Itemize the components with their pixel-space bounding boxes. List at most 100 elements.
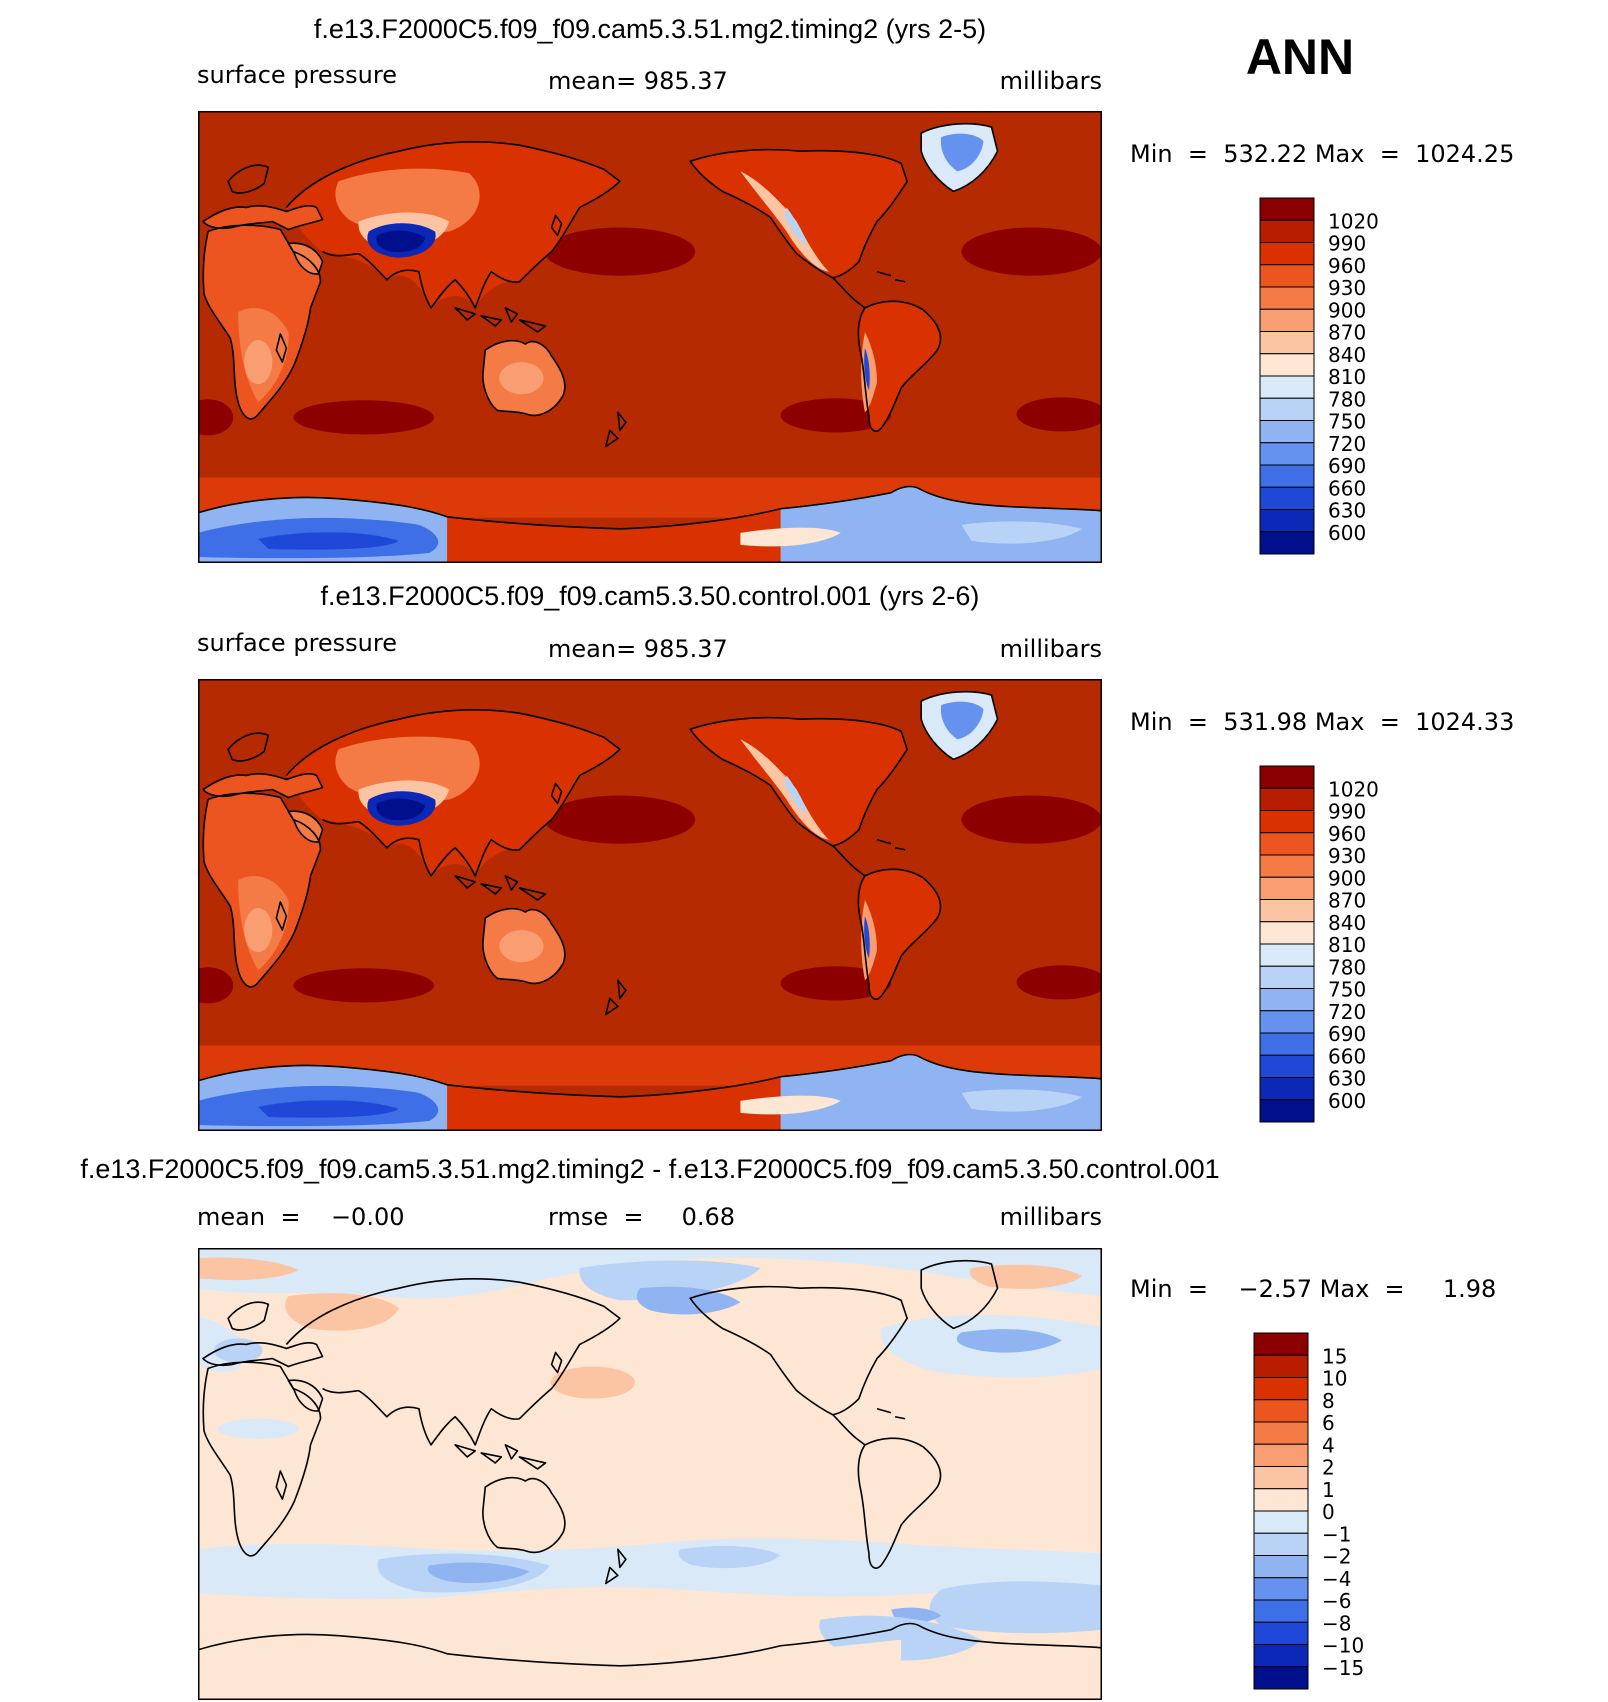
panel-diff: f.e13.F2000C5.f09_f09.cam5.3.51.mg2.timi… xyxy=(80,1154,1496,1700)
units-label: millibars xyxy=(1000,635,1102,663)
colorbar-tick-label: 840 xyxy=(1328,343,1366,367)
panel-title: f.e13.F2000C5.f09_f09.cam5.3.50.control.… xyxy=(321,581,980,611)
colorbar-tick-label: 990 xyxy=(1328,232,1366,256)
colorbar-swatch xyxy=(1259,787,1315,811)
mean-label: mean= 985.37 xyxy=(548,635,728,663)
colorbar-tick-label: 600 xyxy=(1328,521,1366,545)
colorbar-tick-label: −1 xyxy=(1322,1522,1351,1546)
season-label: ANN xyxy=(1246,29,1354,85)
colorbar-tick-label: 930 xyxy=(1328,844,1366,868)
colorbar-swatch xyxy=(1253,1332,1309,1356)
colorbar-tick-label: 780 xyxy=(1328,955,1366,979)
colorbar-test: 1020990960930900870840810780750720690660… xyxy=(1259,197,1379,555)
colorbar-tick-label: 960 xyxy=(1328,822,1366,846)
colorbar-tick-label: 690 xyxy=(1328,454,1366,478)
colorbar-swatch xyxy=(1259,832,1315,856)
panel-test: f.e13.F2000C5.f09_f09.cam5.3.51.mg2.timi… xyxy=(197,14,1514,563)
mean-label: mean = −0.00 xyxy=(197,1203,405,1231)
colorbar-tick-label: 0 xyxy=(1322,1500,1335,1524)
colorbar-swatch xyxy=(1259,264,1315,288)
colorbar-tick-label: 960 xyxy=(1328,254,1366,278)
colorbar-tick-label: 600 xyxy=(1328,1089,1366,1113)
colorbar-swatch xyxy=(1259,854,1315,878)
colorbar-swatch xyxy=(1259,1099,1315,1123)
colorbar-tick-label: −10 xyxy=(1322,1634,1364,1658)
colorbar-tick-label: 780 xyxy=(1328,387,1366,411)
colorbar-tick-label: 900 xyxy=(1328,298,1366,322)
colorbar-tick-label: 990 xyxy=(1328,800,1366,824)
colorbar-tick-label: 930 xyxy=(1328,276,1366,300)
colorbar-swatch xyxy=(1253,1555,1309,1579)
colorbar-tick-label: 660 xyxy=(1328,476,1366,500)
colorbar-swatch xyxy=(1259,965,1315,989)
colorbar-swatch xyxy=(1259,899,1315,923)
colorbar-swatch xyxy=(1259,442,1315,466)
colorbar-tick-label: 870 xyxy=(1328,321,1366,345)
colorbar-swatch xyxy=(1259,375,1315,399)
colorbar-swatch xyxy=(1259,464,1315,488)
min-max-label: Min = −2.57 Max = 1.98 xyxy=(1130,1275,1496,1303)
colorbar-tick-label: 870 xyxy=(1328,889,1366,913)
colorbar-swatch xyxy=(1259,921,1315,945)
colorbar-swatch xyxy=(1259,1032,1315,1056)
colorbar-swatch xyxy=(1259,486,1315,510)
colorbar-control: 1020990960930900870840810780750720690660… xyxy=(1259,765,1379,1123)
colorbar-swatch xyxy=(1259,988,1315,1012)
colorbar-tick-label: 720 xyxy=(1328,432,1366,456)
colorbar-swatch xyxy=(1259,810,1315,834)
mean-label: mean= 985.37 xyxy=(548,67,728,95)
colorbar-swatch xyxy=(1259,197,1315,221)
colorbar-swatch xyxy=(1259,1010,1315,1034)
colorbar-tick-label: 1 xyxy=(1322,1478,1335,1502)
units-label: millibars xyxy=(1000,1203,1102,1231)
panel-control: f.e13.F2000C5.f09_f09.cam5.3.50.control.… xyxy=(197,581,1514,1131)
colorbar-tick-label: 810 xyxy=(1328,933,1366,957)
colorbar-swatch xyxy=(1253,1377,1309,1401)
colorbar-tick-label: 2 xyxy=(1322,1456,1335,1480)
colorbar-swatch xyxy=(1259,308,1315,332)
colorbar-tick-label: 1020 xyxy=(1328,209,1379,233)
colorbar-tick-label: 6 xyxy=(1322,1411,1335,1435)
colorbar-tick-label: 750 xyxy=(1328,978,1366,1002)
colorbar-swatch xyxy=(1253,1443,1309,1467)
colorbar-swatch xyxy=(1259,531,1315,555)
variable-label: surface pressure xyxy=(197,61,397,89)
colorbar-tick-label: 630 xyxy=(1328,499,1366,523)
colorbar-tick-label: 690 xyxy=(1328,1022,1366,1046)
colorbar-tick-label: −2 xyxy=(1322,1545,1351,1569)
units-label: millibars xyxy=(1000,67,1102,95)
colorbar-tick-label: −15 xyxy=(1322,1656,1364,1680)
colorbar-swatch xyxy=(1253,1488,1309,1512)
rmse-label: rmse = 0.68 xyxy=(548,1203,735,1231)
colorbar-swatch xyxy=(1259,943,1315,967)
colorbar-tick-label: 1020 xyxy=(1328,777,1379,801)
colorbar-swatch xyxy=(1259,1077,1315,1101)
colorbar-tick-label: 810 xyxy=(1328,365,1366,389)
colorbar-swatch xyxy=(1253,1466,1309,1490)
colorbar-swatch xyxy=(1253,1510,1309,1534)
panel-title: f.e13.F2000C5.f09_f09.cam5.3.51.mg2.timi… xyxy=(314,14,986,44)
panel-title: f.e13.F2000C5.f09_f09.cam5.3.51.mg2.timi… xyxy=(80,1154,1219,1184)
colorbar-swatch xyxy=(1253,1421,1309,1445)
colorbar-swatch xyxy=(1259,420,1315,444)
colorbar-swatch xyxy=(1259,353,1315,377)
colorbar-swatch xyxy=(1259,286,1315,310)
colorbar-tick-label: 900 xyxy=(1328,866,1366,890)
colorbar-swatch xyxy=(1259,331,1315,355)
colorbar-tick-label: −8 xyxy=(1322,1611,1351,1635)
map-control xyxy=(198,679,1102,1131)
min-max-label: Min = 532.22 Max = 1024.25 xyxy=(1130,140,1514,168)
colorbar-swatch xyxy=(1253,1666,1309,1690)
colorbar-swatch xyxy=(1253,1621,1309,1645)
colorbar-swatch xyxy=(1253,1399,1309,1423)
colorbar-tick-label: 15 xyxy=(1322,1344,1347,1368)
colorbar-tick-label: 8 xyxy=(1322,1389,1335,1413)
colorbar-tick-label: 660 xyxy=(1328,1044,1366,1068)
colorbar-swatch xyxy=(1259,219,1315,243)
min-max-label: Min = 531.98 Max = 1024.33 xyxy=(1130,708,1514,736)
colorbar-swatch xyxy=(1259,765,1315,789)
map-test xyxy=(198,111,1102,563)
colorbar-swatch xyxy=(1253,1532,1309,1556)
